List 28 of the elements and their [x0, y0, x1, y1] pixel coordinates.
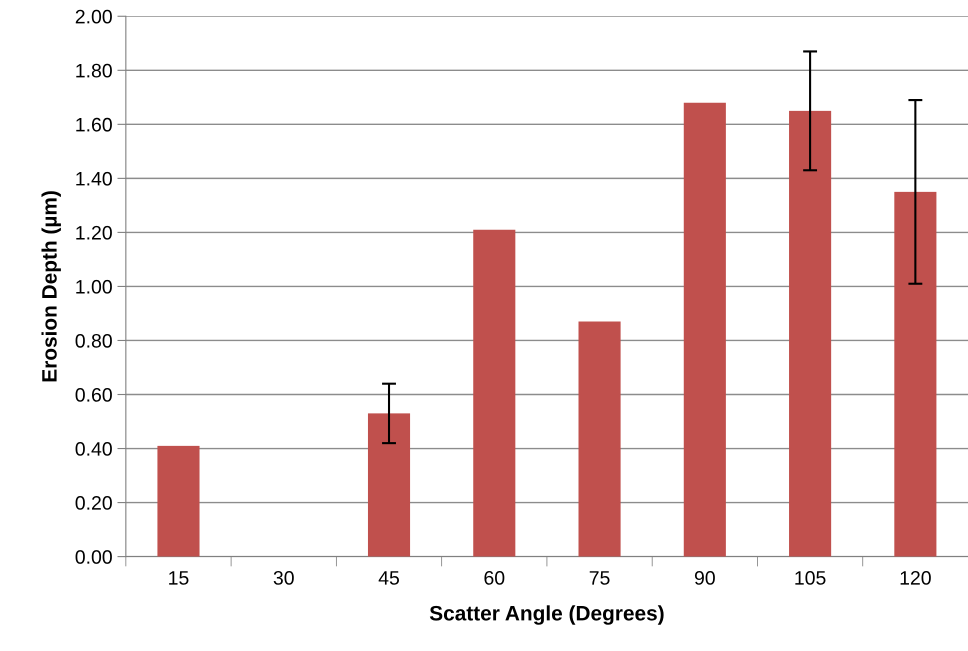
x-axis-title: Scatter Angle (Degrees) [430, 605, 664, 625]
y-tick-label: 0.80 [76, 334, 112, 348]
x-tick-label: 45 [378, 571, 400, 585]
y-tick-label: 1.60 [76, 118, 112, 132]
bar [473, 230, 516, 557]
y-tick-label: 1.20 [76, 226, 112, 240]
bar [789, 110, 832, 557]
x-tick-label: 105 [795, 571, 826, 585]
bar [578, 322, 621, 557]
x-tick-label: 90 [694, 571, 715, 585]
bar [894, 192, 936, 557]
y-tick-label: 1.40 [76, 172, 112, 186]
bar [157, 446, 200, 557]
y-tick-label: 0.00 [76, 550, 112, 564]
y-tick-label: 1.00 [76, 280, 112, 294]
x-tick-label: 30 [274, 571, 294, 585]
y-tick-label: 2.00 [76, 10, 112, 24]
y-tick-label: 1.80 [76, 64, 112, 78]
x-tick-label: 15 [169, 571, 188, 585]
x-tick-label: 75 [590, 571, 610, 585]
y-tick-label: 0.20 [76, 496, 112, 510]
x-tick-label: 120 [900, 571, 931, 585]
y-tick-label: 0.60 [76, 388, 112, 402]
bar [368, 413, 410, 557]
y-axis-title: Erosion Depth (µm) [41, 191, 61, 382]
x-tick-label: 60 [484, 571, 504, 585]
bar [684, 102, 726, 557]
y-tick-label: 0.40 [76, 442, 112, 456]
